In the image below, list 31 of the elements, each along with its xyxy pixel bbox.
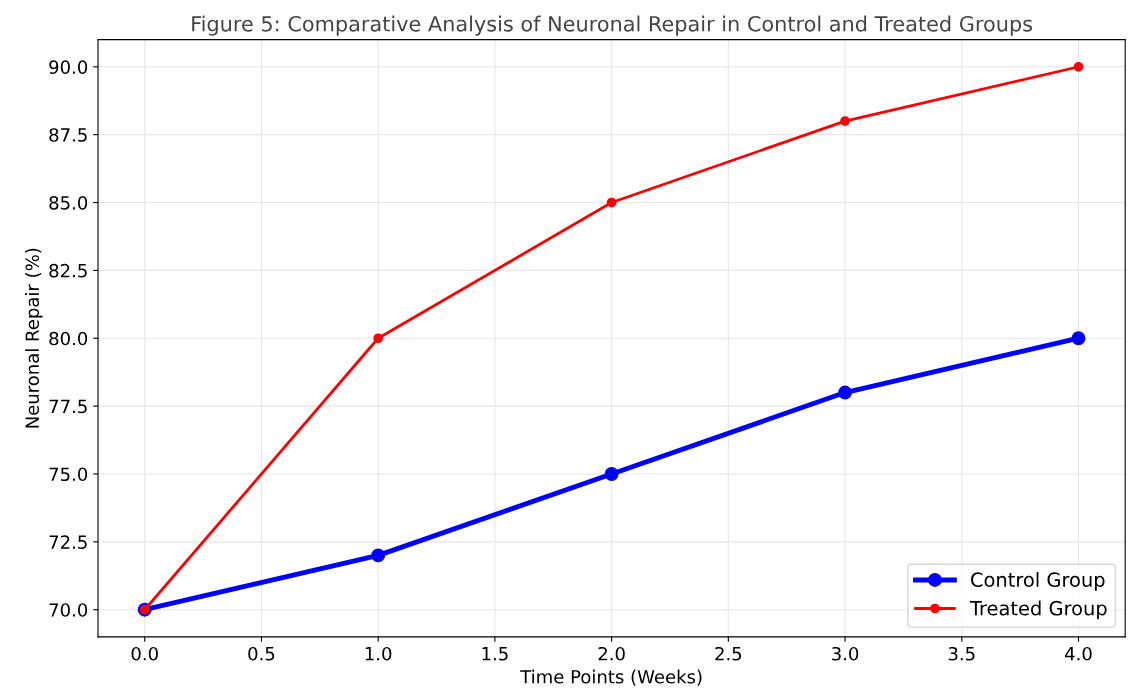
y-tick-label: 75.0 xyxy=(49,467,88,482)
y-tick-label: 82.5 xyxy=(49,263,87,278)
x-tick-label: 3.0 xyxy=(832,646,859,661)
x-tick-label: 0.5 xyxy=(248,646,275,661)
x-axis-title: Time Points (Weeks) xyxy=(520,669,702,686)
x-tick-label: 2.5 xyxy=(715,646,742,661)
point xyxy=(1071,331,1086,346)
x-tick-label: 2.0 xyxy=(598,646,625,661)
chart-title: Figure 5: Comparative Analysis of Neuronal Repair in Control and Treated Groups xyxy=(192,15,1033,36)
y-tick-label: 70.0 xyxy=(49,603,88,617)
x-tick-label: 4.0 xyxy=(1065,646,1092,661)
y-tick-label: 72.5 xyxy=(49,535,87,549)
y-tick-label: 90.0 xyxy=(49,60,88,74)
y-tick-label: 87.5 xyxy=(49,128,87,142)
y-tick-label: 77.5 xyxy=(49,399,87,414)
y-tick-label: 85.0 xyxy=(49,196,88,210)
point xyxy=(604,467,619,481)
x-tick-label: 1.5 xyxy=(482,647,508,661)
legend-label: Treated Group xyxy=(969,600,1107,620)
point xyxy=(840,116,850,126)
legend-label: Control Group xyxy=(971,571,1105,591)
point xyxy=(371,548,386,563)
x-tick-label: 3.5 xyxy=(948,646,975,661)
point xyxy=(606,197,617,208)
x-tick-label: 1.0 xyxy=(365,646,392,661)
y-axis-title: Neuronal Repair (%) xyxy=(25,248,43,428)
point xyxy=(838,385,852,400)
point xyxy=(1073,61,1084,72)
x-tick-label: 0.0 xyxy=(131,646,158,661)
y-tick-label: 80.0 xyxy=(49,331,88,346)
point xyxy=(373,333,384,344)
